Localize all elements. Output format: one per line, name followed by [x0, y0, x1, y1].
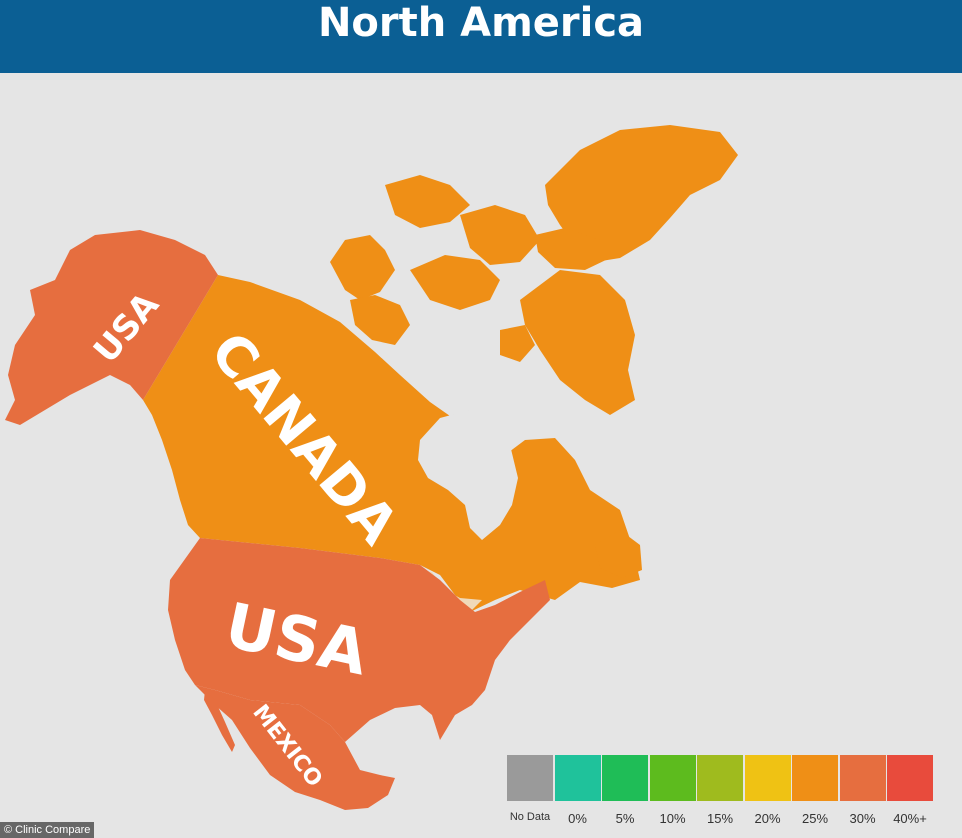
canada-islands-victoria — [410, 255, 500, 310]
legend-label-6: 25% — [801, 811, 829, 826]
map-title: North America — [317, 0, 645, 46]
canada-baffin — [520, 270, 635, 415]
legend-swatch-6 — [792, 755, 838, 801]
map-canvas: CANADA USA USA MEXICO — [5, 125, 738, 810]
canada-ellesmere — [545, 125, 738, 262]
title-bar: North America — [0, 0, 962, 73]
region-canada: CANADA — [143, 125, 738, 612]
legend-label-0: No Data — [509, 811, 551, 823]
hudson-bay — [418, 410, 518, 540]
legend-label-1: 0% — [568, 811, 587, 826]
legend-label-8: 40%+ — [893, 811, 927, 826]
region-usa: USA USA — [5, 230, 550, 742]
canada-islands-parry — [385, 175, 470, 228]
canada-newfoundland — [595, 530, 642, 578]
mexico-baja — [204, 690, 235, 752]
source-credit: © Clinic Compare — [0, 822, 95, 838]
legend-swatch-5 — [744, 755, 791, 801]
canada-islands-banks — [350, 295, 410, 345]
canada-devon — [535, 228, 610, 270]
legend-label-4: 15% — [706, 811, 734, 826]
usa-contiguous — [168, 538, 550, 742]
canada-islands-central — [460, 205, 540, 265]
legend-swatch-0 — [507, 755, 553, 801]
legend-label-7: 30% — [849, 811, 876, 826]
canada-islands-west — [330, 235, 395, 300]
legend-swatch-2 — [602, 755, 648, 801]
legend-swatch-3 — [649, 755, 696, 801]
canada-southampton — [500, 325, 535, 362]
legend-swatch-8 — [887, 755, 933, 801]
mexico-mainland — [195, 685, 395, 810]
legend-label-5: 20% — [754, 811, 781, 826]
canada-mainland — [143, 275, 640, 612]
legend-swatch-1 — [554, 755, 601, 801]
legend-swatch-4 — [697, 755, 743, 801]
legend-swatch-7 — [839, 755, 886, 801]
usa-alaska — [5, 230, 218, 425]
legend-label-2: 5% — [615, 811, 635, 826]
legend-label-3: 10% — [659, 811, 686, 826]
